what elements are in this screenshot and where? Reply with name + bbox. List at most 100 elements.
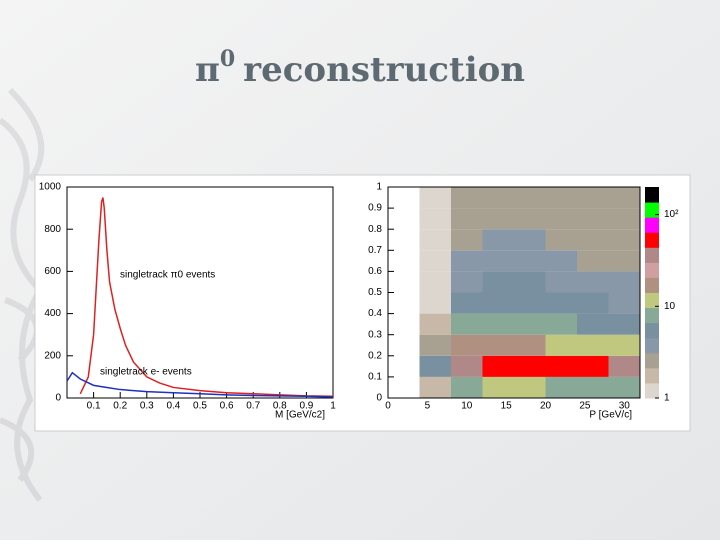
- y-tick-label: 1000: [39, 182, 62, 193]
- x-tick-label: 0.5: [193, 401, 207, 412]
- heat-cell: [419, 208, 451, 230]
- heat-cell: [608, 271, 640, 293]
- series-label: singletrack e- events: [100, 367, 192, 378]
- heat-cell: [608, 334, 640, 356]
- heat-cell: [514, 250, 546, 272]
- heat-cell: [514, 208, 546, 230]
- heat-cell: [419, 355, 451, 377]
- heat-cell: [608, 187, 640, 209]
- x-tick-label: 0.3: [140, 401, 154, 412]
- heat-cell: [482, 229, 514, 251]
- heat-cell: [482, 313, 514, 335]
- x-tick-label: 30: [619, 401, 631, 412]
- heat-cell: [419, 313, 451, 335]
- heat-cell: [545, 271, 577, 293]
- colorbar-tick-label: 10: [664, 301, 676, 312]
- x-tick-label: 0.1: [87, 401, 101, 412]
- heat-cell: [419, 187, 451, 209]
- y-tick-label: 1: [376, 182, 382, 193]
- x-tick-label: 0.7: [246, 401, 260, 412]
- y-tick-label: 0.3: [368, 329, 382, 340]
- y-tick-label: 0: [376, 393, 382, 404]
- x-tick-label: 0.9: [299, 401, 313, 412]
- y-tick-label: 600: [44, 266, 61, 277]
- slide-title: π0 reconstruction: [195, 46, 525, 90]
- colorbar-band: [645, 262, 659, 278]
- heat-cell: [482, 355, 514, 377]
- heat-cell: [545, 208, 577, 230]
- heat-cell: [419, 292, 451, 314]
- heat-cell: [514, 271, 546, 293]
- heat-cell: [577, 187, 609, 209]
- heat-cell: [514, 292, 546, 314]
- x-tick-label: 15: [501, 401, 513, 412]
- heat-cell: [608, 355, 640, 377]
- colorbar-band: [645, 322, 659, 339]
- y-tick-label: 400: [44, 308, 61, 319]
- heat-cell: [482, 292, 514, 314]
- y-tick-label: 0.6: [368, 266, 382, 277]
- left-plot: 0 200 400 600 800 1000 0.1 0.2 0.3 0.4 0.5 0.6 0.7 0.…: [39, 182, 336, 421]
- title-symbol: π: [195, 50, 220, 90]
- colorbar-band: [645, 337, 659, 354]
- heat-cell: [577, 334, 609, 356]
- y-tick-label: 0.7: [368, 245, 382, 256]
- x-tick-label: 25: [579, 401, 591, 412]
- heat-cell: [545, 355, 577, 377]
- x-tick-label: 0.8: [273, 401, 287, 412]
- colorbar-band: [645, 247, 659, 263]
- data-line: [79, 197, 334, 398]
- x-tick-label: 1: [330, 401, 336, 412]
- heat-cell: [482, 187, 514, 209]
- colorbar-tick-label: 1: [664, 393, 670, 404]
- heat-cell: [577, 250, 609, 272]
- heat-cell: [419, 229, 451, 251]
- heat-cell: [577, 271, 609, 293]
- heat-cell: [482, 208, 514, 230]
- heat-cell: [545, 334, 577, 356]
- heat-cell: [451, 271, 483, 293]
- heat-cell: [451, 187, 483, 209]
- title-text: reconstruction: [243, 50, 525, 90]
- heat-cell: [577, 313, 609, 335]
- series-label: singletrack π0 events: [120, 270, 215, 281]
- heat-cell: [451, 229, 483, 251]
- heat-cell: [577, 292, 609, 314]
- heat-cell: [514, 313, 546, 335]
- x-tick-label: 20: [540, 401, 552, 412]
- colorbar-band: [645, 307, 659, 324]
- heat-cell: [545, 250, 577, 272]
- heat-cell: [451, 355, 483, 377]
- colorbar-band: [645, 277, 659, 293]
- heat-cell: [608, 229, 640, 251]
- colorbar-band: [645, 367, 659, 384]
- colorbar-band: [645, 292, 659, 309]
- y-tick-label: 800: [44, 224, 61, 235]
- heat-cell: [545, 292, 577, 314]
- heat-cell: [577, 208, 609, 230]
- x-axis-label: M [GeV/c2]: [275, 410, 325, 421]
- y-tick-label: 0: [55, 393, 61, 404]
- colorbar-band: [645, 352, 659, 369]
- heat-cell: [608, 376, 640, 398]
- colorbar-tick-label: 10²: [664, 209, 679, 220]
- heat-cell: [545, 229, 577, 251]
- colorbar-band: [645, 232, 659, 248]
- y-tick-label: 0.4: [368, 308, 382, 319]
- heat-cell: [514, 376, 546, 398]
- heat-cell: [451, 313, 483, 335]
- x-tick-label: 10: [461, 401, 473, 412]
- heat-cell: [482, 334, 514, 356]
- heat-cell: [482, 376, 514, 398]
- heat-cell: [514, 229, 546, 251]
- x-tick-label: 0: [385, 401, 391, 412]
- heat-cell: [419, 334, 451, 356]
- heat-cell: [419, 376, 451, 398]
- heat-cell: [451, 292, 483, 314]
- heat-cell: [577, 229, 609, 251]
- right-plot: 00.10.20.30.40.50.60.70.80.910 5 10 15 20 25 3…: [368, 182, 679, 421]
- heat-cell: [451, 208, 483, 230]
- heat-cell: [545, 187, 577, 209]
- plot-frame-outline: [387, 186, 641, 399]
- heat-cell: [419, 250, 451, 272]
